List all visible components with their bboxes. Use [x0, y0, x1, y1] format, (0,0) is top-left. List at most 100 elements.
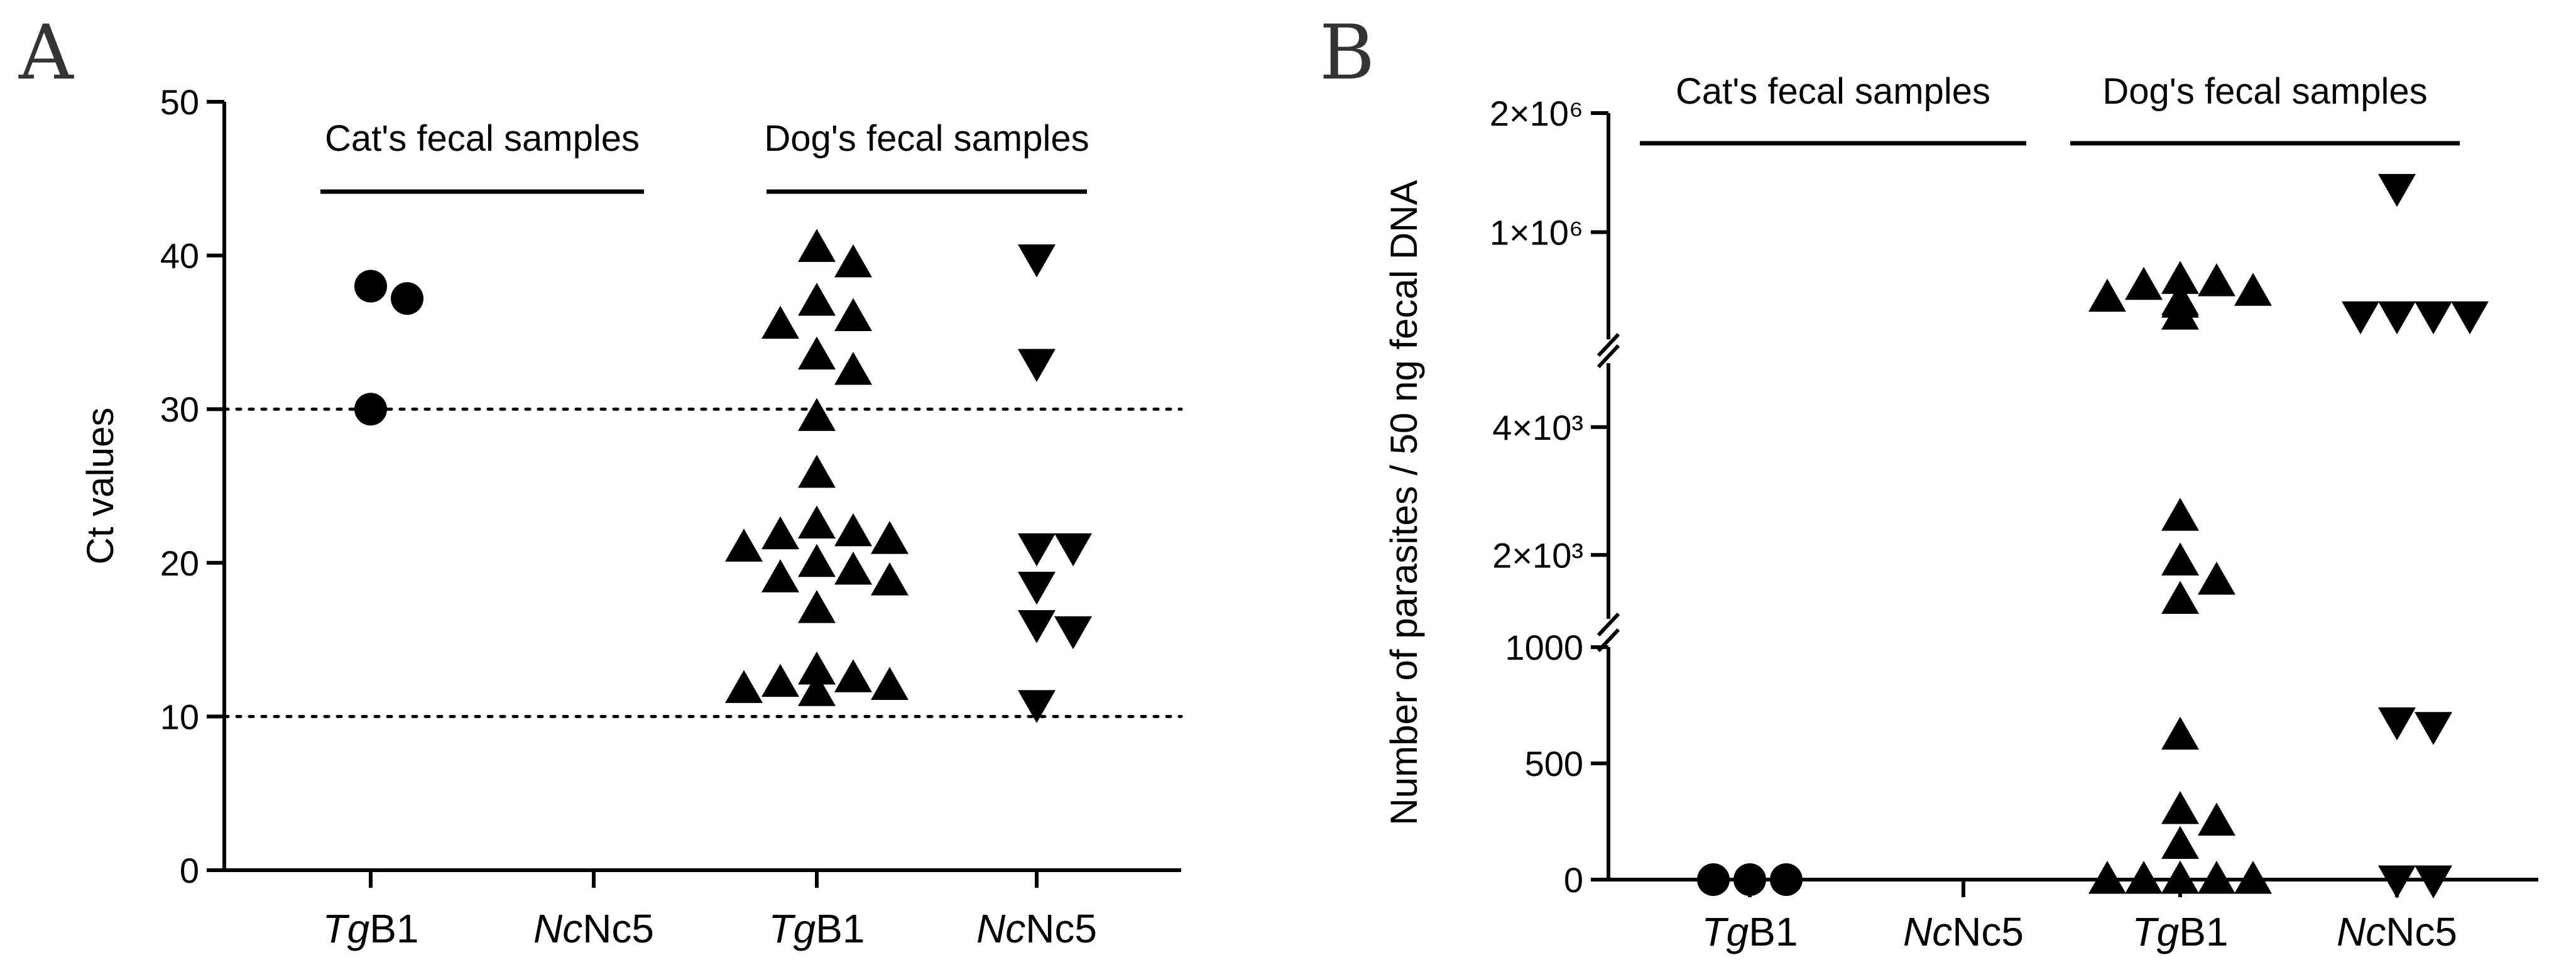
x-category-label: TgB1: [1702, 909, 1798, 954]
data-point: [725, 670, 763, 703]
data-point: [2198, 263, 2235, 297]
x-category-label: NcNc5: [533, 906, 654, 951]
data-point: [2161, 861, 2199, 894]
data-point: [761, 516, 799, 550]
data-point: [725, 528, 763, 562]
data-point: [2378, 301, 2416, 335]
data-point: [2125, 266, 2163, 300]
data-point: [2161, 498, 2199, 531]
group-label: Dog's fecal samples: [764, 118, 1089, 159]
group-label: Cat's fecal samples: [1676, 71, 1990, 112]
x-category-label: NcNc5: [976, 906, 1097, 951]
panel-a: A 0 10 20 30 40 50 TgB1 NcNc5 TgB1 NcNc5 Ct values C…: [18, 9, 1183, 951]
data-point: [2161, 826, 2199, 859]
data-point: [798, 454, 836, 488]
data-point: [834, 659, 872, 692]
x-category-label: TgB1: [323, 906, 419, 951]
axis-break: [1596, 344, 1620, 369]
panel-letter-b: B: [1319, 9, 1375, 97]
data-point: [2161, 297, 2199, 330]
x-category-label: TgB1: [2132, 909, 2229, 954]
data-point: [2198, 861, 2235, 894]
data-point: [761, 663, 799, 697]
y-tick-label: 2×10³: [1492, 535, 1583, 575]
data-point: [798, 282, 836, 316]
data-point: [1054, 616, 1092, 650]
data-point: [1770, 863, 1803, 896]
data-point: [2088, 278, 2126, 312]
x-category-label: NcNc5: [1903, 909, 2024, 954]
data-point: [834, 298, 872, 331]
data-point: [834, 244, 872, 278]
data-point: [798, 652, 836, 685]
data-point: [798, 543, 836, 577]
y-tick-label: 4×10³: [1492, 408, 1583, 447]
data-point: [2161, 581, 2199, 614]
group-label: Dog's fecal samples: [2102, 71, 2427, 112]
data-point: [1018, 349, 1056, 382]
data-point: [761, 559, 799, 592]
data-point: [798, 398, 836, 431]
y-tick-label: 40: [160, 236, 199, 276]
data-point: [2234, 861, 2272, 894]
data-point: [1054, 533, 1092, 567]
y-axis-title: Number of parasites / 50 ng fecal DNA: [1383, 180, 1425, 825]
y-tick-label: 1×10⁶: [1490, 212, 1583, 252]
x-category-label: NcNc5: [2337, 909, 2457, 954]
y-tick-label: 2×10⁶: [1490, 94, 1583, 133]
data-point: [1697, 863, 1730, 896]
data-point: [761, 305, 799, 339]
x-category-label: TgB1: [769, 906, 865, 951]
data-point: [2161, 261, 2199, 294]
data-point: [2198, 561, 2235, 595]
data-point: [2161, 542, 2199, 576]
data-point: [2161, 716, 2199, 750]
data-point: [2161, 791, 2199, 824]
data-point: [1018, 690, 1056, 723]
y-axis-title: Ct values: [79, 407, 121, 564]
data-point: [2198, 802, 2235, 836]
data-point: [1018, 533, 1056, 567]
y-tick-label: 30: [160, 390, 199, 429]
data-point: [798, 229, 836, 262]
y-tick-label: 10: [160, 697, 199, 736]
y-tick-label: 0: [1564, 860, 1583, 900]
y-tick-label: 0: [180, 851, 199, 890]
group-label: Cat's fecal samples: [325, 118, 640, 159]
data-point: [798, 505, 836, 539]
data-point: [2125, 861, 2163, 894]
data-point: [2234, 273, 2272, 306]
data-point: [834, 552, 872, 585]
data-point: [2378, 173, 2416, 207]
data-point: [798, 590, 836, 623]
axis-break: [1596, 612, 1620, 637]
data-point: [354, 270, 387, 303]
y-tick-label: 50: [160, 82, 199, 122]
y-tick-label: 500: [1525, 744, 1583, 783]
data-point: [1018, 244, 1056, 278]
axis-break: [1596, 332, 1620, 358]
data-point: [871, 521, 909, 554]
data-point: [2415, 865, 2452, 898]
data-point: [354, 393, 387, 426]
data-point: [2415, 712, 2452, 745]
data-point: [2415, 301, 2452, 335]
data-point: [1018, 571, 1056, 605]
panel-letter-a: A: [18, 9, 74, 97]
data-point: [798, 336, 836, 370]
data-point: [871, 667, 909, 700]
y-tick-label: 1000: [1505, 628, 1583, 667]
data-point: [1018, 610, 1056, 643]
panel-b: B 0 500 1000 2×10³ 4×10³ 1×10⁶ 2×10⁶ TgB1 NcNc5 Tg…: [1319, 9, 2538, 954]
data-point: [798, 673, 836, 706]
data-point: [834, 352, 872, 385]
data-point: [391, 282, 423, 315]
data-point: [1733, 863, 1766, 896]
data-point: [871, 562, 909, 596]
data-point: [2451, 301, 2489, 335]
data-point: [2378, 707, 2416, 741]
data-point: [2342, 301, 2379, 335]
data-point: [2088, 861, 2126, 894]
data-point: [2378, 865, 2416, 898]
